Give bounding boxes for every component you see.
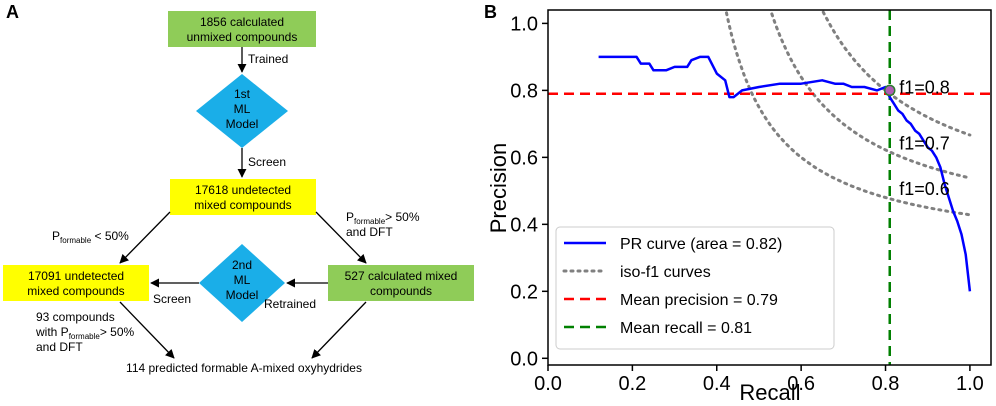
x-tick-label: 1.0 bbox=[956, 373, 984, 395]
iso-f1-label-0-8: f1=0.8 bbox=[899, 78, 950, 98]
x-tick-label: 0.2 bbox=[618, 373, 646, 395]
y-axis-label: Precision bbox=[486, 143, 511, 233]
legend-label-mean-recall: Mean recall = 0.81 bbox=[620, 320, 752, 337]
iso-f1-label-0-7: f1=0.7 bbox=[899, 134, 950, 154]
right-branch-label-line2: and DFT bbox=[346, 225, 393, 239]
edge-screen-2-label: Screen bbox=[153, 292, 191, 306]
edge-trained-label: Trained bbox=[248, 52, 288, 66]
arrow-left-to-final bbox=[119, 301, 175, 359]
y-tick-label: 0.2 bbox=[510, 281, 538, 303]
y-tick-label: 0.6 bbox=[510, 147, 538, 169]
right-branch-label: Pformable> 50% bbox=[346, 210, 420, 226]
legend-label-mean-precision: Mean precision = 0.79 bbox=[620, 292, 778, 309]
model1-line3: Model bbox=[226, 117, 259, 131]
x-axis-label: Recall bbox=[739, 380, 800, 405]
model2-line2: ML bbox=[234, 273, 251, 287]
y-tick-label: 0.4 bbox=[510, 214, 538, 236]
box-unmixed-compounds bbox=[168, 11, 316, 47]
arrow-right-to-final bbox=[311, 301, 367, 359]
left-branch-label: Pformable < 50% bbox=[52, 229, 129, 245]
box-undetected-line1: 17618 undetected bbox=[195, 183, 291, 197]
y-axis-ticks: 0.0 0.2 0.4 0.6 0.8 1.0 bbox=[510, 13, 548, 370]
diamond-first-ml-model bbox=[196, 74, 288, 148]
box-undetected-line2: mixed compounds bbox=[194, 198, 291, 212]
plot-area bbox=[548, 10, 991, 365]
iso-f1-label-0-6: f1=0.6 bbox=[899, 179, 950, 199]
model1-line2: ML bbox=[234, 102, 251, 116]
edge-retrained-label: Retrained bbox=[264, 297, 316, 311]
box-527-calculated bbox=[328, 265, 474, 301]
box-17091-undetected bbox=[3, 265, 149, 301]
model2-line3: Model bbox=[226, 288, 259, 302]
arrow-left-branch bbox=[119, 211, 171, 264]
box-527-line1: 527 calculated mixed bbox=[345, 269, 458, 283]
iso-f1-curve-0-8 bbox=[820, 10, 972, 137]
final-result-text: 114 predicted formable A-mixed oxyhydrid… bbox=[126, 361, 362, 375]
x-tick-label: 0.6 bbox=[787, 373, 815, 395]
panel-a: A 1856 calculated unmixed compounds Trai… bbox=[3, 2, 474, 375]
y-tick-label: 1.0 bbox=[510, 13, 538, 35]
box-527-line2: compounds bbox=[370, 284, 432, 298]
model2-line1: 2nd bbox=[232, 258, 252, 272]
panel-b: B f1=0.8 f1=0.7 f1=0.6 0.0 0.2 0.4 0.6 0.8 1.… bbox=[484, 2, 992, 405]
plot-frame bbox=[547, 9, 992, 366]
edge-screen-1-label: Screen bbox=[248, 155, 286, 169]
bottom-note-line2: with Pformable> 50% bbox=[35, 325, 135, 341]
pr-curve-line bbox=[598, 55, 972, 292]
box-17091-line1: 17091 undetected bbox=[28, 269, 124, 283]
legend-label-iso-f1: iso-f1 curves bbox=[620, 264, 711, 281]
operating-point-marker bbox=[883, 84, 896, 97]
box-undetected-mixed bbox=[170, 179, 316, 215]
x-axis-ticks: 0.0 0.2 0.4 0.6 0.8 1.0 bbox=[534, 365, 984, 395]
box-unmixed-line2: unmixed compounds bbox=[187, 30, 298, 44]
bottom-note-line3: and DFT bbox=[36, 340, 83, 354]
arrow-right-branch bbox=[315, 211, 367, 264]
legend: PR curve (area = 0.82) iso-f1 curves Mea… bbox=[555, 226, 835, 350]
x-tick-label: 0.0 bbox=[534, 373, 562, 395]
panel-a-label: A bbox=[6, 2, 19, 22]
x-tick-label: 0.4 bbox=[703, 373, 731, 395]
model1-line1: 1st bbox=[234, 87, 251, 101]
x-tick-label: 0.8 bbox=[872, 373, 900, 395]
legend-box bbox=[555, 226, 835, 350]
legend-label-pr-curve: PR curve (area = 0.82) bbox=[620, 236, 782, 253]
bottom-note-line1: 93 compounds bbox=[36, 310, 115, 324]
panel-b-label: B bbox=[484, 2, 497, 22]
box-unmixed-line1: 1856 calculated bbox=[200, 15, 284, 29]
iso-f1-curve-0-6 bbox=[724, 10, 972, 217]
box-17091-line2: mixed compounds bbox=[27, 284, 124, 298]
diamond-second-ml-model bbox=[199, 244, 285, 322]
iso-f1-curve-0-7 bbox=[768, 10, 972, 180]
y-tick-label: 0.0 bbox=[510, 348, 538, 370]
y-tick-label: 0.8 bbox=[510, 80, 538, 102]
